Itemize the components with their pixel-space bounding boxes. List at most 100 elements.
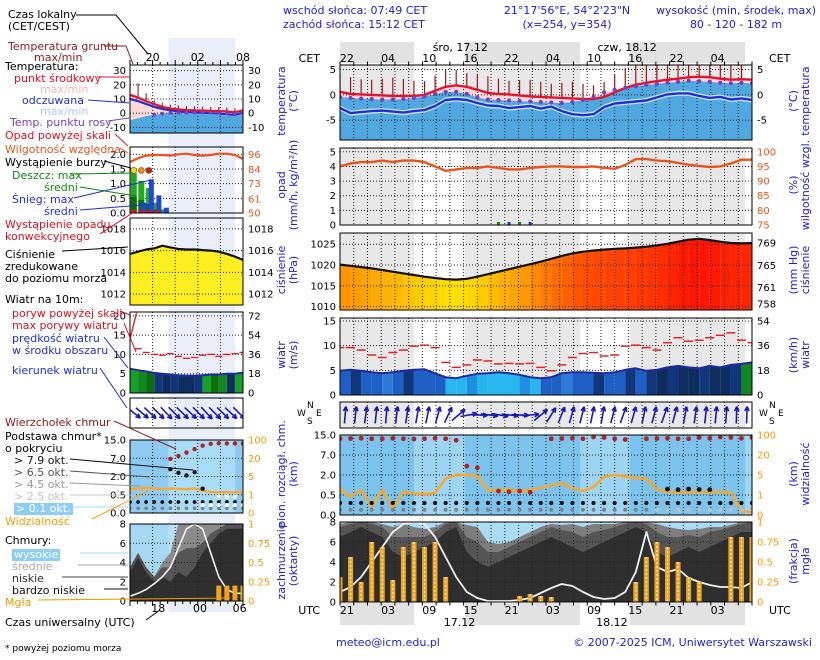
- svg-text:16: 16: [628, 52, 642, 65]
- sunrise-text: wschód słońca: 07:49 CET: [283, 4, 428, 17]
- compass-s: S: [307, 417, 313, 427]
- svg-text:-10: -10: [248, 123, 264, 134]
- svg-text:06: 06: [233, 602, 247, 615]
- svg-text:1.5: 1.5: [110, 165, 126, 176]
- svg-text:02: 02: [191, 51, 205, 64]
- footnote-sea-level: * powyżej poziomu morza: [5, 644, 122, 654]
- svg-text:20: 20: [146, 51, 160, 64]
- compass-e: E: [778, 409, 784, 419]
- svg-text:03: 03: [381, 604, 395, 617]
- svg-text:09: 09: [587, 604, 601, 617]
- svg-text:769: 769: [757, 239, 776, 250]
- label-cisnienie-1: Ciśnienie: [5, 248, 56, 261]
- label-temperatura-gruntu: Temperatura gruntu: [8, 40, 119, 53]
- label-chmury-srednie: średnie: [12, 560, 53, 573]
- svg-text:1: 1: [757, 491, 763, 502]
- email-link[interactable]: meteo@icm.edu.pl: [336, 636, 440, 649]
- svg-text:6: 6: [120, 539, 126, 550]
- svg-text:15.0: 15.0: [104, 436, 126, 447]
- svg-text:758: 758: [757, 300, 776, 311]
- label-cisnienie-2: zredukowane: [5, 260, 78, 273]
- svg-text:100: 100: [757, 431, 776, 442]
- svg-text:36: 36: [757, 341, 770, 352]
- svg-text:0: 0: [248, 109, 254, 120]
- label-kierunek: kierunek wiatru: [12, 364, 98, 377]
- compass-e: E: [316, 409, 322, 419]
- label-okt-25: > 2.5 okt.: [14, 490, 69, 503]
- svg-text:5: 5: [330, 65, 336, 76]
- svg-text:1025: 1025: [311, 240, 336, 251]
- svg-text:0.5: 0.5: [110, 490, 126, 501]
- svg-text:0: 0: [120, 597, 126, 608]
- svg-text:0: 0: [757, 511, 763, 522]
- svg-text:5: 5: [120, 369, 126, 380]
- svg-text:1014: 1014: [248, 268, 273, 279]
- svg-text:95: 95: [757, 162, 770, 173]
- sunset-text: zachód słońca: 15:12 CET: [283, 18, 425, 31]
- svg-text:2: 2: [330, 578, 336, 589]
- label-wilgotnosc: Wilgotność względna: [5, 143, 122, 156]
- svg-text:4: 4: [120, 558, 126, 569]
- svg-text:5: 5: [757, 65, 763, 76]
- svg-text:0: 0: [248, 389, 254, 400]
- compass-s: S: [769, 417, 775, 427]
- svg-text:1016: 1016: [101, 246, 126, 257]
- svg-text:08: 08: [236, 51, 250, 64]
- label-temperatura: Temperatura:: [5, 60, 79, 73]
- compass-n: N: [769, 401, 776, 411]
- svg-text:22: 22: [340, 52, 354, 65]
- svg-text:6: 6: [330, 538, 336, 549]
- altitude-label: wysokość (min, środek, max): [655, 4, 817, 17]
- label-burza: Wystąpienie burzy: [5, 156, 107, 169]
- svg-text:-5: -5: [326, 116, 336, 127]
- label-wierzcholek-chmur: Wierzchołek chmur: [5, 416, 111, 429]
- coords-text: 21°17'56"E, 54°2'23"N: [503, 4, 631, 17]
- label-okt-01: > 0.1 okt.: [14, 502, 73, 515]
- svg-text:0: 0: [120, 109, 126, 120]
- svg-text:10: 10: [248, 95, 261, 106]
- svg-text:0.0: 0.0: [320, 511, 336, 522]
- svg-text:20: 20: [757, 451, 770, 462]
- svg-text:0: 0: [120, 389, 126, 400]
- svg-text:18: 18: [248, 369, 261, 380]
- svg-text:0.5: 0.5: [320, 491, 336, 502]
- svg-text:72: 72: [248, 311, 261, 322]
- svg-text:10: 10: [113, 95, 126, 106]
- svg-text:75: 75: [757, 221, 770, 232]
- svg-text:10: 10: [422, 52, 436, 65]
- svg-text:15.0: 15.0: [314, 431, 336, 442]
- svg-text:04: 04: [711, 52, 725, 65]
- svg-text:1012: 1012: [101, 290, 126, 301]
- svg-text:CET: CET: [769, 52, 791, 65]
- svg-text:2: 2: [120, 577, 126, 588]
- svg-text:18.12: 18.12: [596, 616, 628, 629]
- label-odczuwana-maxmin: max/min: [40, 105, 89, 118]
- svg-text:30: 30: [113, 66, 126, 77]
- svg-text:22: 22: [505, 52, 519, 65]
- altitude-values: 80 - 120 - 182 m: [689, 18, 783, 31]
- svg-text:0: 0: [757, 90, 763, 101]
- svg-text:61: 61: [248, 194, 261, 205]
- svg-text:765: 765: [757, 261, 776, 272]
- svg-text:1.0: 1.0: [110, 179, 126, 190]
- svg-text:2.0: 2.0: [110, 150, 126, 161]
- svg-text:0.25: 0.25: [757, 578, 779, 589]
- svg-text:36: 36: [248, 350, 261, 361]
- svg-text:100: 100: [757, 147, 776, 158]
- svg-text:15: 15: [113, 331, 126, 342]
- svg-text:54: 54: [248, 331, 261, 342]
- label-chmury-niskie: niskie: [12, 572, 44, 585]
- svg-text:0: 0: [757, 391, 763, 402]
- svg-text:1016: 1016: [248, 246, 273, 257]
- label-deszcz-max: Deszcz: max: [12, 169, 82, 182]
- svg-text:50: 50: [248, 209, 261, 220]
- svg-text:0: 0: [248, 509, 254, 520]
- label-wiatr: Wiatr na 10m:: [5, 293, 84, 306]
- svg-text:czw, 18.12: czw, 18.12: [598, 41, 657, 54]
- svg-text:0.0: 0.0: [110, 509, 126, 520]
- label-czas-utc: Czas uniwersalny (UTC): [5, 616, 135, 629]
- compass-w: W: [297, 409, 306, 419]
- svg-text:7.0: 7.0: [320, 451, 336, 462]
